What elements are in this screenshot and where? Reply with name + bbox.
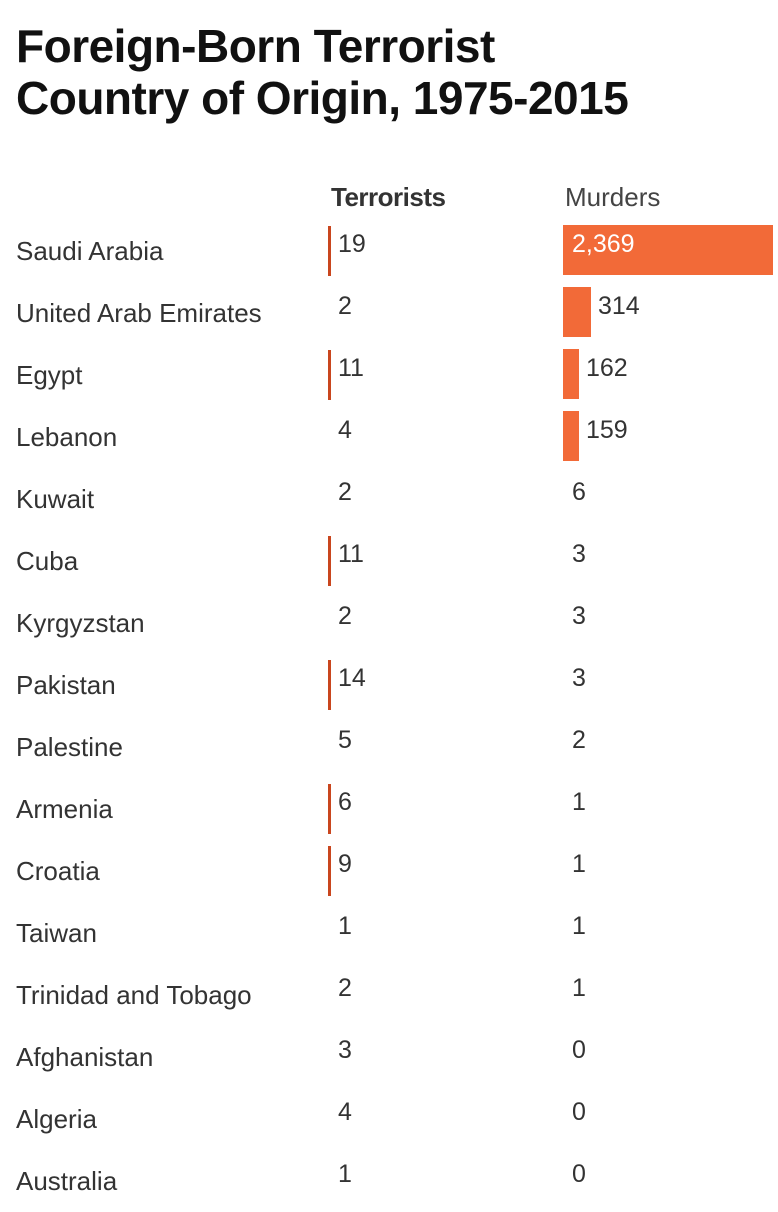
- country-label: Cuba: [16, 546, 79, 576]
- murders-value: 2,369: [572, 230, 635, 258]
- table-row: United Arab Emirates 2 314: [0, 282, 778, 344]
- terrorists-value: 2: [338, 602, 352, 630]
- terrorists-value: 3: [338, 1036, 352, 1064]
- terrorists-value: 11: [338, 540, 364, 568]
- murders-value: 0: [572, 1098, 586, 1126]
- table-row: Algeria 4 0: [0, 1088, 778, 1150]
- country-label: Pakistan: [16, 670, 116, 700]
- murders-value: 6: [572, 478, 586, 506]
- terrorists-bar: [328, 846, 331, 896]
- terrorists-bar: [328, 226, 331, 276]
- terrorists-value: 4: [338, 1098, 352, 1126]
- chart-title-line-1: Foreign-Born Terrorist: [16, 20, 495, 72]
- terrorists-value: 14: [338, 664, 366, 692]
- table-row: Australia 1 0: [0, 1150, 778, 1212]
- chart-title: Foreign-Born Terrorist Country of Origin…: [16, 20, 776, 124]
- table-row: Palestine 5 2: [0, 716, 778, 778]
- terrorists-bar: [328, 660, 331, 710]
- terrorists-value: 2: [338, 292, 352, 320]
- table-row: Kyrgyzstan 2 3: [0, 592, 778, 654]
- murders-bar: [563, 411, 579, 461]
- murders-value: 314: [598, 292, 640, 320]
- chart-title-line-2: Country of Origin, 1975-2015: [16, 72, 629, 124]
- terrorists-value: 5: [338, 726, 352, 754]
- terrorists-value: 1: [338, 912, 352, 940]
- table-row: Taiwan 1 1: [0, 902, 778, 964]
- table-row: Cuba 11 3: [0, 530, 778, 592]
- terrorists-column-header: Terrorists: [331, 182, 446, 212]
- murders-value: 0: [572, 1036, 586, 1064]
- terrorists-bar: [328, 784, 331, 834]
- terrorists-bar: [328, 350, 331, 400]
- terrorists-value: 19: [338, 230, 366, 258]
- terrorists-value: 9: [338, 850, 352, 878]
- table-row: Afghanistan 3 0: [0, 1026, 778, 1088]
- terrorists-value: 1: [338, 1160, 352, 1188]
- murders-value: 3: [572, 540, 586, 568]
- murders-column-header: Murders: [565, 182, 661, 212]
- murders-value: 3: [572, 664, 586, 692]
- terrorists-value: 4: [338, 416, 352, 444]
- murders-value: 162: [586, 354, 628, 382]
- murders-value: 3: [572, 602, 586, 630]
- terrorists-value: 2: [338, 478, 352, 506]
- table-row: Egypt 11 162: [0, 344, 778, 406]
- country-label: Croatia: [16, 856, 100, 886]
- murders-bar: [563, 225, 773, 275]
- murders-value: 1: [572, 850, 586, 878]
- terrorists-value: 11: [338, 354, 364, 382]
- table-row: Kuwait 2 6: [0, 468, 778, 530]
- country-label: Egypt: [16, 360, 83, 390]
- table-row: Armenia 6 1: [0, 778, 778, 840]
- table-row: Trinidad and Tobago 2 1: [0, 964, 778, 1026]
- country-label: Armenia: [16, 794, 113, 824]
- country-label: Algeria: [16, 1104, 97, 1134]
- murders-value: 0: [572, 1160, 586, 1188]
- country-label: Lebanon: [16, 422, 118, 452]
- country-label: Palestine: [16, 732, 123, 762]
- terrorists-value: 2: [338, 974, 352, 1002]
- country-label: Australia: [16, 1166, 118, 1196]
- murders-bar: [563, 349, 579, 399]
- table-row: Pakistan 14 3: [0, 654, 778, 716]
- murders-value: 159: [586, 416, 628, 444]
- terrorists-value: 6: [338, 788, 352, 816]
- country-label: Afghanistan: [16, 1042, 154, 1072]
- country-label: United Arab Emirates: [16, 298, 262, 328]
- terrorists-bar: [328, 536, 331, 586]
- table-row: Lebanon 4 159: [0, 406, 778, 468]
- murders-value: 1: [572, 974, 586, 1002]
- country-label: Taiwan: [16, 918, 97, 948]
- murders-value: 1: [572, 912, 586, 940]
- table-row: Croatia 9 1: [0, 840, 778, 902]
- murders-bar: [563, 287, 591, 337]
- country-label: Saudi Arabia: [16, 236, 164, 266]
- country-label: Kuwait: [16, 484, 95, 514]
- country-label: Trinidad and Tobago: [16, 980, 252, 1010]
- murders-value: 2: [572, 726, 586, 754]
- table-row: Saudi Arabia 19 2,369: [0, 220, 778, 282]
- country-label: Kyrgyzstan: [16, 608, 145, 638]
- murders-value: 1: [572, 788, 586, 816]
